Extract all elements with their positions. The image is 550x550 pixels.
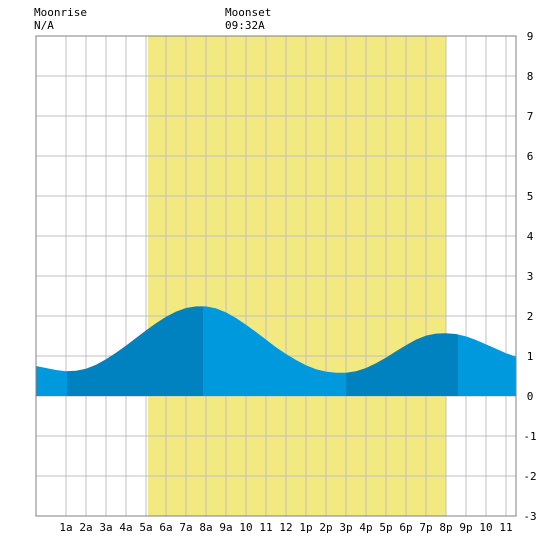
x-tick-labels: 1a 2a 3a 4a 5a 6a 7a 8a 9a 10 11 12 1p 2p 3p 4p 5p 6p 7p 8p… bbox=[59, 521, 512, 534]
tide-area-segment bbox=[36, 366, 67, 396]
y-tick-label: 6 bbox=[527, 150, 534, 163]
y-tick-label: 7 bbox=[527, 110, 534, 123]
tide-area-segment bbox=[458, 334, 516, 396]
x-tick-label: 8a bbox=[199, 521, 212, 534]
y-tick-label: 5 bbox=[527, 190, 534, 203]
y-tick-label: 0 bbox=[527, 390, 534, 403]
y-tick-label: 9 bbox=[527, 30, 534, 43]
moonrise-label: Moonrise bbox=[34, 6, 87, 19]
moonrise-value: N/A bbox=[34, 19, 54, 32]
x-tick-label: 1a bbox=[59, 521, 72, 534]
y-tick-label: 8 bbox=[527, 70, 534, 83]
tide-area-segment bbox=[67, 306, 203, 396]
x-tick-label: 6a bbox=[159, 521, 172, 534]
x-tick-label: 2a bbox=[79, 521, 92, 534]
y-tick-label: -3 bbox=[523, 510, 536, 523]
x-tick-label: 5a bbox=[139, 521, 152, 534]
y-tick-label: 2 bbox=[527, 310, 534, 323]
x-tick-label: 3p bbox=[339, 521, 352, 534]
moonset-value: 09:32A bbox=[225, 19, 265, 32]
x-tick-label: 12 bbox=[279, 521, 292, 534]
y-tick-labels: 9 8 7 6 5 4 3 2 1 0 -1 -2 -3 bbox=[523, 30, 536, 523]
plot-border bbox=[35, 35, 517, 517]
x-tick-label: 7p bbox=[419, 521, 432, 534]
x-tick-label: 10 bbox=[239, 521, 252, 534]
moonset-label: Moonset bbox=[225, 6, 272, 19]
x-tick-label: 9p bbox=[459, 521, 472, 534]
y-tick-label: -1 bbox=[523, 430, 536, 443]
y-tick-label: 4 bbox=[527, 230, 534, 243]
x-tick-label: 5p bbox=[379, 521, 392, 534]
x-tick-label: 3a bbox=[99, 521, 112, 534]
x-tick-label: 6p bbox=[399, 521, 412, 534]
x-tick-label: 8p bbox=[439, 521, 452, 534]
x-tick-label: 11 bbox=[499, 521, 512, 534]
y-tick-label: -2 bbox=[523, 470, 536, 483]
x-tick-label: 4p bbox=[359, 521, 372, 534]
tide-area-segment bbox=[203, 306, 346, 396]
x-tick-label: 1p bbox=[299, 521, 312, 534]
y-tick-label: 1 bbox=[527, 350, 534, 363]
x-tick-label: 10 bbox=[479, 521, 492, 534]
x-tick-label: 11 bbox=[259, 521, 272, 534]
y-tick-label: 3 bbox=[527, 270, 534, 283]
x-tick-label: 9a bbox=[219, 521, 232, 534]
x-tick-label: 4a bbox=[119, 521, 132, 534]
x-tick-label: 2p bbox=[319, 521, 332, 534]
tide-area-layer bbox=[36, 306, 516, 396]
tide-area-segment bbox=[346, 333, 458, 396]
x-tick-label: 7a bbox=[179, 521, 192, 534]
